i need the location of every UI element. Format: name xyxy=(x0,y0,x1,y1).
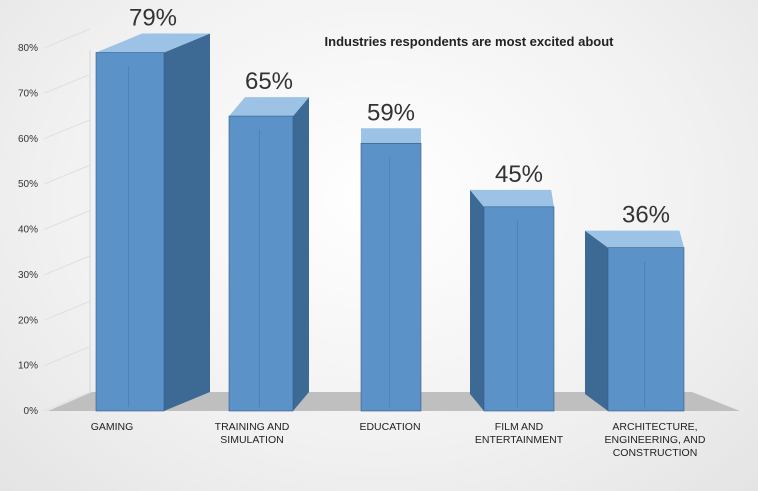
y-tick-guide xyxy=(43,73,91,94)
bar-front-face xyxy=(228,115,294,412)
y-tick-guide xyxy=(43,164,91,185)
bar-value-label: 59% xyxy=(367,99,415,126)
bar-side-face xyxy=(164,33,210,411)
x-category-label-line: FILM AND xyxy=(495,421,544,433)
y-tick-guide xyxy=(43,119,91,140)
bar-top-face xyxy=(585,230,684,248)
y-tick-label: 70% xyxy=(18,88,38,99)
x-category-label: EDUCATION xyxy=(359,421,420,433)
bar-top-face xyxy=(361,128,421,144)
x-category-label-line: GAMING xyxy=(91,421,134,433)
x-category-label-line: CONSTRUCTION xyxy=(613,447,698,459)
bar-side-face xyxy=(585,230,608,411)
y-tick-guide xyxy=(43,346,91,367)
y-tick-label: 60% xyxy=(18,134,38,145)
bar-front-face xyxy=(95,52,165,412)
bar-4 xyxy=(585,230,685,412)
bar-front-face xyxy=(607,247,685,412)
y-tick-label: 0% xyxy=(24,406,39,417)
bar-value-label: 79% xyxy=(129,5,177,32)
bar-front-face xyxy=(360,142,422,412)
y-tick-label: 10% xyxy=(18,361,38,372)
y-tick-guide xyxy=(43,391,91,412)
y-tick-guide xyxy=(43,28,91,49)
y-tick-guide xyxy=(43,300,91,321)
x-category-label: FILM AND ENTERTAINMENT xyxy=(475,421,564,446)
x-category-label-line: TRAINING AND xyxy=(215,421,290,433)
bar-2 xyxy=(360,128,422,412)
x-category-label: GAMING xyxy=(91,421,134,433)
bar-1 xyxy=(228,97,309,412)
chart-title: Industries respondents are most excited … xyxy=(325,34,615,49)
x-category-label: ARCHITECTURE, ENGINEERING, AND CONSTRUCTIO… xyxy=(605,421,706,459)
x-category-label-line: ENTERTAINMENT xyxy=(475,434,564,446)
bar-top-face xyxy=(470,189,554,207)
y-tick-label: 20% xyxy=(18,315,38,326)
bar-3 xyxy=(470,189,555,412)
bar-value-label: 36% xyxy=(622,202,670,229)
x-category-label: TRAINING AND SIMULATION xyxy=(215,421,290,446)
bar-top-face xyxy=(229,97,309,117)
bar-0 xyxy=(95,33,210,412)
x-category-label-line: EDUCATION xyxy=(359,421,420,433)
y-tick-guide xyxy=(43,255,91,276)
bar-front-face xyxy=(483,206,555,412)
y-tick-label: 50% xyxy=(18,179,38,190)
y-tick-guide xyxy=(43,210,91,230)
x-category-label-line: ARCHITECTURE, xyxy=(612,421,697,433)
bar-top-face xyxy=(96,33,210,53)
x-category-label-line: ENGINEERING, AND xyxy=(605,434,706,446)
y-tick-label: 80% xyxy=(18,43,38,54)
bar-side-face xyxy=(293,97,309,411)
bar-side-face xyxy=(470,189,484,411)
bar-value-label: 45% xyxy=(495,161,543,188)
y-tick-label: 40% xyxy=(18,225,38,236)
y-tick-label: 30% xyxy=(18,270,38,281)
x-category-label-line: SIMULATION xyxy=(220,434,283,446)
bar-value-label: 65% xyxy=(245,68,293,95)
